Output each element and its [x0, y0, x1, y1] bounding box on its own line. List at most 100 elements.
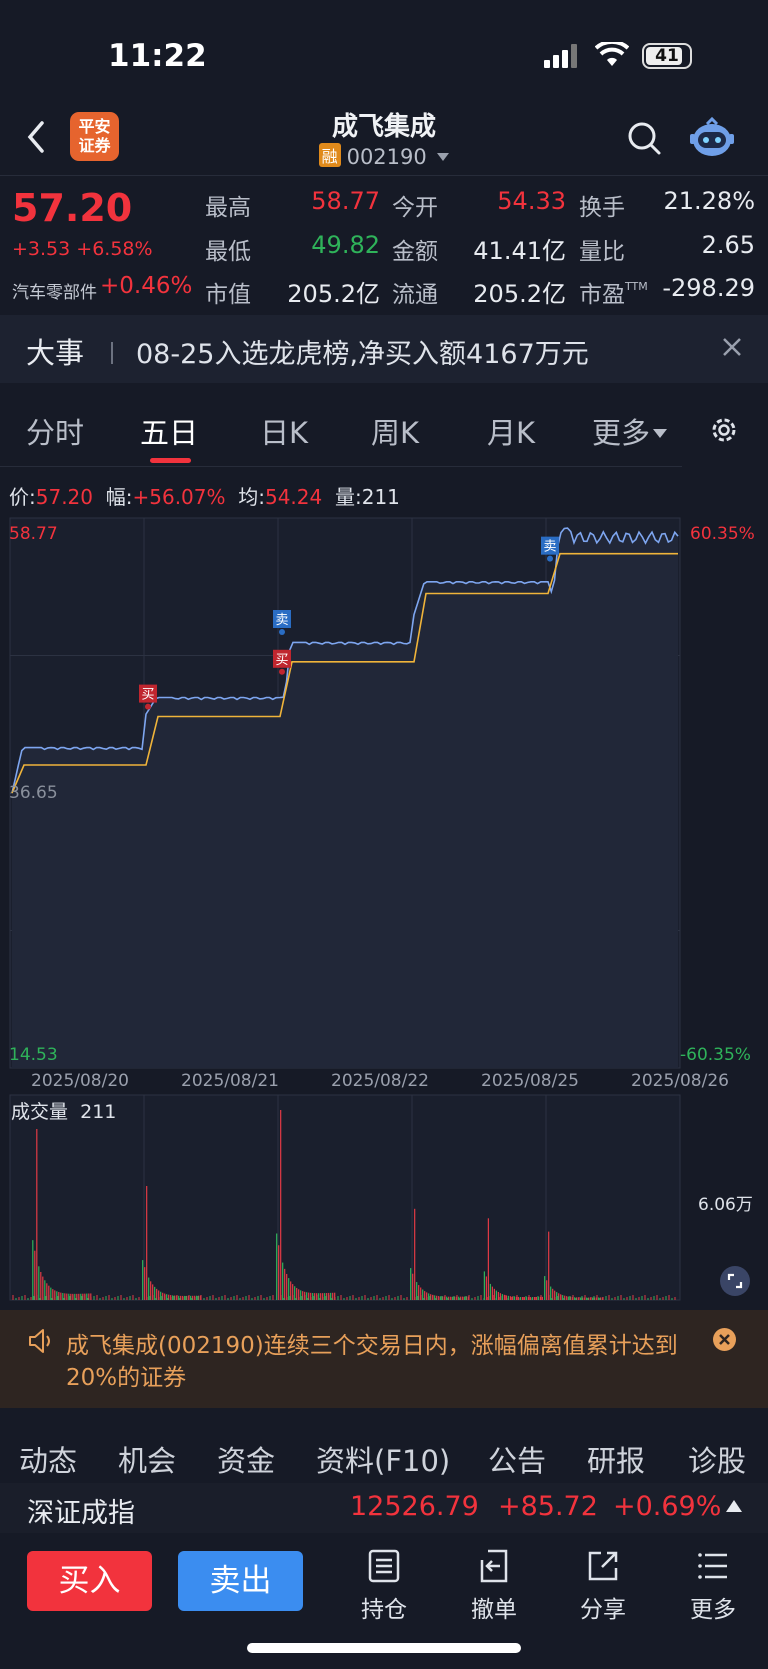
trade-marker-dot: [547, 555, 553, 562]
gear-icon[interactable]: [708, 414, 740, 446]
buy-button[interactable]: 买入: [27, 1551, 152, 1611]
expand-up-icon[interactable]: [726, 1500, 742, 1512]
tab-news-feed[interactable]: 动态: [19, 1444, 78, 1478]
broker-logo[interactable]: 平安 证券: [70, 112, 119, 161]
price-line: [11, 527, 679, 794]
close-icon[interactable]: [721, 336, 743, 358]
sell-button[interactable]: 卖出: [178, 1551, 303, 1611]
float-value: 205.2亿: [473, 280, 566, 308]
tab-monthly-k[interactable]: 月K: [487, 416, 536, 450]
trade-marker-badge: [139, 684, 157, 703]
average-line: [11, 552, 678, 794]
position-label: 持仓: [361, 1597, 407, 1623]
tab-capital[interactable]: 资金: [217, 1444, 276, 1478]
y-bottom-label: 14.53: [9, 1045, 58, 1065]
volume-panel: [9, 1094, 681, 1301]
risk-notice[interactable]: [0, 1310, 768, 1408]
trade-marker-dot: [145, 703, 151, 710]
search-icon[interactable]: [626, 120, 662, 156]
tab-more[interactable]: 更多: [592, 410, 668, 452]
index-percent: +0.69%: [613, 1491, 722, 1522]
share-icon: [588, 1551, 618, 1581]
news-divider: [111, 342, 113, 364]
volume-max-label: 6.06万: [698, 1195, 753, 1215]
speaker-icon: [29, 1329, 50, 1353]
volume-title: 成交量 211: [11, 1097, 116, 1124]
trade-marker-label: 卖: [543, 540, 556, 555]
date-label-0: 2025/08/20: [31, 1071, 129, 1091]
trade-marker-label: 买: [141, 688, 154, 703]
pe-ttm: TTM: [625, 280, 648, 293]
date-label-2: 2025/08/22: [331, 1071, 429, 1091]
pct-top-label: 60.35%: [690, 524, 755, 544]
tab-diagnose[interactable]: 诊股: [688, 1444, 747, 1478]
volume-ratio-label: 量比: [579, 239, 625, 265]
tab-announcements[interactable]: 公告: [488, 1444, 547, 1478]
change-percent: +6.58%: [76, 238, 153, 260]
back-icon[interactable]: [22, 117, 52, 157]
date-label-3: 2025/08/25: [481, 1071, 579, 1091]
low-value: 49.82: [311, 231, 380, 259]
tab-intraday[interactable]: 分时: [26, 416, 85, 450]
position-button[interactable]: 持仓: [344, 1548, 424, 1624]
home-indicator: [247, 1643, 521, 1653]
position-list-icon: [368, 1549, 400, 1583]
five-day-chart[interactable]: 买 卖买 卖: [0, 515, 768, 1305]
close-icon: [719, 1334, 730, 1345]
info-avg: 54.24: [264, 485, 323, 509]
more-button[interactable]: 更多: [673, 1548, 753, 1624]
wifi-icon: [595, 42, 629, 66]
cancel-order-button[interactable]: 撤单: [454, 1548, 534, 1624]
pct-bottom-label: -60.35%: [680, 1045, 751, 1065]
tab-five-day[interactable]: 五日: [140, 416, 199, 450]
stock-name: 成飞集成: [331, 112, 436, 142]
chart-info-line: 价:57.20 幅:+56.07% 均:54.24 量:211: [9, 481, 400, 510]
stock-code-selector[interactable]: 融 002190: [0, 143, 768, 169]
mktcap-label: 市值: [205, 282, 251, 308]
financing-badge: 融: [318, 143, 341, 167]
share-label: 分享: [580, 1597, 626, 1623]
pe-value: -298.29: [662, 274, 755, 302]
pe-label-text: 市盈: [579, 282, 625, 308]
battery-icon: 41: [642, 43, 692, 69]
robot-assistant-icon[interactable]: [689, 116, 735, 160]
info-price: 57.20: [35, 485, 94, 509]
info-vol: 211: [361, 485, 400, 509]
tab-opportunity[interactable]: 机会: [118, 1444, 177, 1478]
status-time: 11:22: [108, 38, 207, 74]
trade-marker-label: 卖: [275, 613, 288, 628]
trade-marker-badge: [541, 536, 559, 555]
expand-icon: [727, 1273, 743, 1289]
index-ticker[interactable]: [0, 1483, 768, 1533]
turnover-value: 21.28%: [663, 187, 755, 215]
battery-level: 41: [655, 46, 679, 66]
caret-down-icon: [653, 429, 668, 438]
high-value: 58.77: [311, 187, 380, 215]
chevron-down-icon: [437, 153, 450, 161]
news-bar[interactable]: [0, 315, 768, 383]
y-top-label: 58.77: [9, 524, 58, 544]
trade-marker-dot: [279, 668, 285, 675]
sector-name[interactable]: 汽车零部件: [12, 283, 97, 303]
tab-research[interactable]: 研报: [587, 1444, 646, 1478]
tab-f10[interactable]: 资料(F10): [316, 1444, 451, 1478]
active-tab-indicator: [150, 458, 191, 463]
tab-daily-k[interactable]: 日K: [260, 416, 309, 450]
info-range: +56.07%: [132, 485, 226, 509]
price-area: [12, 528, 678, 1068]
info-range-label: 幅:: [105, 485, 133, 509]
news-text[interactable]: 08-25入选龙虎榜,净买入额4167万元: [136, 339, 589, 370]
tab-weekly-k[interactable]: 周K: [371, 416, 420, 450]
volume-title-text: 成交量: [11, 1101, 69, 1123]
low-label: 最低: [205, 239, 251, 265]
index-value: 12526.79: [350, 1491, 479, 1522]
menu-icon: [698, 1553, 727, 1579]
expand-chart-button[interactable]: [720, 1266, 750, 1296]
notice-close-button[interactable]: [713, 1328, 736, 1351]
y-mid-label: 36.65: [9, 783, 58, 803]
undo-icon: [480, 1549, 508, 1583]
trade-marker-dot: [279, 629, 285, 636]
share-button[interactable]: 分享: [563, 1548, 643, 1624]
notice-text: 成飞集成(002190)连续三个交易日内，涨幅偏离值累计达到20%的证券: [66, 1333, 678, 1391]
sector-change[interactable]: +0.46%: [100, 273, 193, 299]
